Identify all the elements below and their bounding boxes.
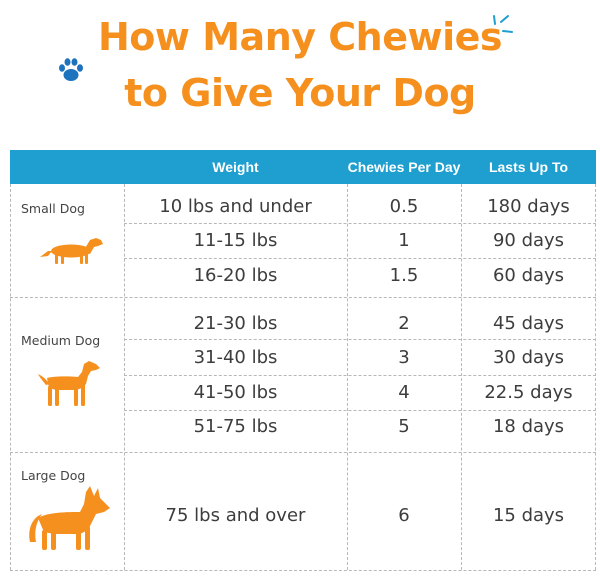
row-divider: [124, 410, 596, 411]
cell-lasts: 18 days: [492, 416, 565, 437]
cell-weight: 31-40 lbs: [193, 347, 278, 368]
cell-lasts: 90 days: [492, 230, 565, 251]
header-weight: Weight: [212, 159, 259, 175]
cell-chewies: 3: [398, 347, 410, 368]
table-header: Weight Chewies Per Day Lasts Up To: [10, 150, 596, 184]
group-divider: [10, 452, 596, 453]
column-divider: [124, 184, 125, 570]
header-lasts-up-to: Lasts Up To: [488, 159, 569, 175]
cell-lasts: 30 days: [492, 347, 565, 368]
row-divider: [124, 258, 596, 259]
medium-dog-label: Medium Dog: [21, 333, 101, 348]
cell-chewies: 0.5: [389, 196, 419, 217]
large-dog-label: Large Dog: [21, 468, 86, 483]
cell-lasts: 22.5 days: [484, 382, 573, 403]
sparkle-icon: [493, 15, 513, 33]
row-divider: [124, 339, 596, 340]
cell-weight: 51-75 lbs: [193, 416, 278, 437]
column-divider: [461, 184, 462, 570]
medium-dog-icon: [38, 361, 100, 406]
small-dog-label: Small Dog: [21, 201, 85, 216]
cell-chewies: 1.5: [389, 265, 419, 286]
cell-weight: 21-30 lbs: [193, 313, 278, 334]
paw-print-icon: [59, 58, 83, 81]
cell-lasts: 15 days: [492, 505, 565, 526]
cell-lasts: 45 days: [492, 313, 565, 334]
row-divider: [124, 375, 596, 376]
cell-weight: 75 lbs and over: [165, 505, 306, 526]
cell-weight: 41-50 lbs: [193, 382, 278, 403]
table-border-bottom: [10, 570, 596, 571]
dachshund-icon: [40, 238, 103, 264]
cell-lasts: 60 days: [492, 265, 565, 286]
header-chewies-per-day: Chewies Per Day: [347, 159, 461, 175]
table-border-left: [10, 184, 11, 570]
cell-chewies: 5: [398, 416, 410, 437]
cell-weight: 10 lbs and under: [159, 196, 312, 217]
cell-weight: 11-15 lbs: [193, 230, 278, 251]
cell-chewies: 6: [398, 505, 410, 526]
cell-chewies: 2: [398, 313, 410, 334]
cell-lasts: 180 days: [487, 196, 570, 217]
chewies-table: Weight Chewies Per Day Lasts Up To Small…: [10, 150, 596, 574]
cell-chewies: 4: [398, 382, 410, 403]
row-divider: [124, 223, 596, 224]
group-divider: [10, 297, 596, 298]
cell-weight: 16-20 lbs: [193, 265, 278, 286]
column-divider: [347, 184, 348, 570]
large-dog-icon: [29, 486, 110, 550]
title-line-2: to Give Your Dog: [124, 71, 476, 115]
title-line-1: How Many Chewies: [98, 15, 503, 59]
cell-chewies: 1: [398, 230, 410, 251]
table-border-right: [595, 184, 596, 570]
